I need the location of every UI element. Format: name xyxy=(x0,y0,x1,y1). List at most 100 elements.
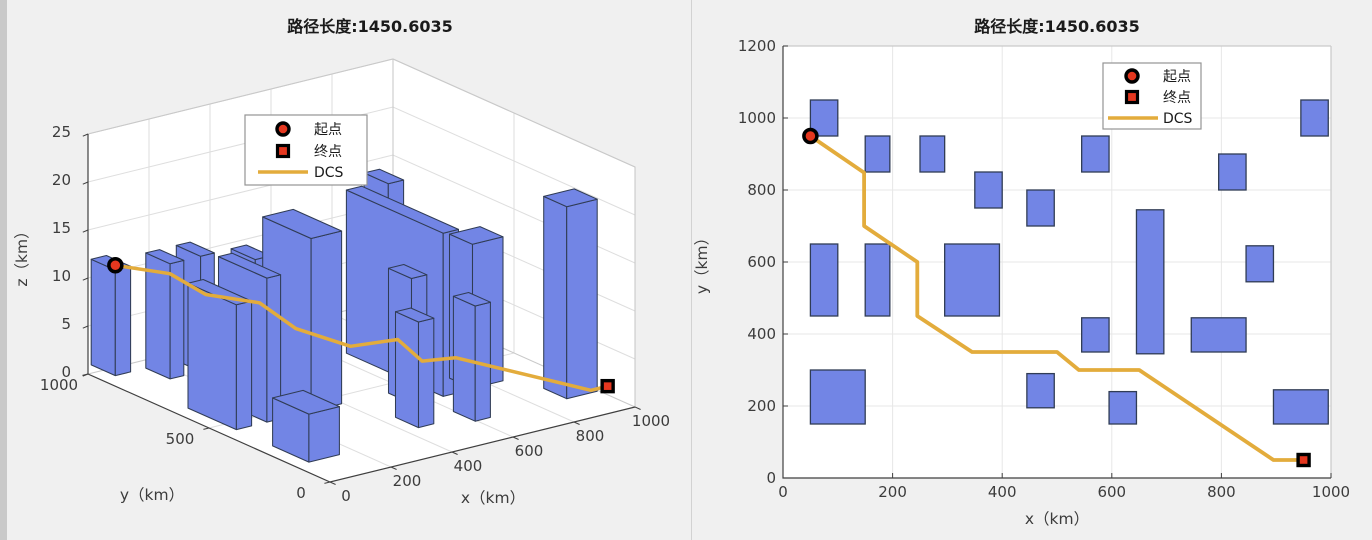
tick-label: 25 xyxy=(52,123,71,141)
obstacle-rect xyxy=(864,135,891,173)
tick-label: 500 xyxy=(166,430,195,448)
ticks-3d xyxy=(82,133,641,485)
legend-item-1: 终点 xyxy=(1124,89,1191,106)
tick-mark xyxy=(390,466,397,470)
building-left-face xyxy=(90,258,116,377)
tick-mark xyxy=(512,436,519,440)
tick-label: 15 xyxy=(52,219,71,237)
legend-label: 起点 xyxy=(314,122,342,138)
obstacle-rect xyxy=(974,171,1003,209)
start-legend-icon xyxy=(1124,68,1140,84)
obstacle-rect xyxy=(1135,209,1165,355)
obstacle-rect xyxy=(1190,317,1247,353)
ticks-2d xyxy=(782,45,1332,479)
figure-window-2d: 路径长度:1450.6035 0 200 400 600 800 1000 0 200 400 6… xyxy=(691,0,1372,540)
legend-label: 起点 xyxy=(1163,69,1191,85)
tick-label: 1000 xyxy=(1312,483,1350,501)
tick-label: 200 xyxy=(393,472,422,490)
z-axis-label: z（km） xyxy=(13,223,31,286)
obstacle-rect xyxy=(809,243,839,317)
tick-label: 200 xyxy=(747,397,776,415)
tick-label: 400 xyxy=(988,483,1017,501)
tick-label: 400 xyxy=(747,325,776,343)
dcs-path-line-2d xyxy=(809,134,1304,462)
building-left-face xyxy=(187,282,237,431)
building-left-face xyxy=(543,195,568,400)
tick-label: 0 xyxy=(61,363,71,381)
tick-label: 600 xyxy=(1097,483,1126,501)
building-3d xyxy=(187,278,253,431)
tick-mark xyxy=(82,325,89,329)
building-3d xyxy=(90,254,132,377)
building-3d xyxy=(452,291,491,422)
building-front-face xyxy=(308,406,340,463)
tick-label: 200 xyxy=(878,483,907,501)
tick-mark xyxy=(634,406,641,410)
building-top-face xyxy=(272,389,340,415)
obstacle-rect xyxy=(864,243,891,317)
obstacle-rect xyxy=(1272,389,1329,425)
building-3d xyxy=(543,188,598,400)
tick-mark xyxy=(451,451,458,455)
obstacles-2d xyxy=(809,99,1329,425)
tick-mark xyxy=(82,229,89,233)
legend-item-0: 起点 xyxy=(275,121,342,138)
end-legend-icon xyxy=(275,143,291,159)
tick-label: 800 xyxy=(576,427,605,445)
building-front-face xyxy=(417,317,435,429)
obstacle-rect xyxy=(1026,189,1055,227)
obstacle-rect xyxy=(1081,135,1110,173)
tick-mark xyxy=(203,427,210,430)
tick-label: 1000 xyxy=(738,109,776,127)
x-axis-label: x（km） xyxy=(461,489,525,507)
tick-mark xyxy=(82,373,89,377)
wall-top-edges xyxy=(87,58,636,407)
building-top-face xyxy=(175,241,215,257)
tick-label: 1200 xyxy=(738,37,776,55)
building-front-face xyxy=(566,198,598,400)
window-edge-strip xyxy=(0,0,7,540)
legend-label: 终点 xyxy=(314,144,342,160)
dcs-path-line-3d xyxy=(115,263,609,393)
tick-label: 0 xyxy=(766,469,776,487)
axes-3d: 02004006008001000050010000510152025x（km）… xyxy=(13,58,670,507)
tick-mark xyxy=(82,133,89,137)
tick-label: 400 xyxy=(454,457,483,475)
obstacle-rect xyxy=(1300,99,1329,137)
plot-title-2d: 路径长度:1450.6035 xyxy=(974,17,1140,36)
obstacle-rect xyxy=(1245,245,1275,283)
building-top-face xyxy=(394,307,435,323)
building-top-face xyxy=(448,226,504,245)
legend-label: DCS xyxy=(1163,111,1193,127)
tick-label: 600 xyxy=(747,253,776,271)
tick-label: 0 xyxy=(778,483,788,501)
y-axis-label: y（km） xyxy=(120,486,184,504)
y-axis-label: y（km） xyxy=(693,230,711,294)
start-point-marker-2d xyxy=(802,127,819,145)
tick-mark xyxy=(573,421,580,425)
building-top-face xyxy=(452,291,491,307)
tick-label: 800 xyxy=(1207,483,1236,501)
building-3d xyxy=(145,249,185,380)
legend-item-1: 终点 xyxy=(275,143,342,160)
building-3d xyxy=(394,307,435,429)
building-top-face xyxy=(387,263,428,280)
building-front-face xyxy=(235,300,253,431)
legend-item-2: DCS xyxy=(258,165,344,181)
obstacle-rect xyxy=(944,243,1001,317)
end-point-marker-2d xyxy=(1296,452,1311,468)
end-point-marker-3d xyxy=(600,378,615,394)
tick-label: 0 xyxy=(296,484,306,502)
tick-label: 20 xyxy=(52,171,71,189)
figure-window-3d: 路径长度:1450.6035 0 200 400 600 800 1000 0 500 1000… xyxy=(13,17,671,507)
obstacle-rect xyxy=(1081,317,1110,353)
obstacle-rect xyxy=(1108,390,1138,425)
tick-mark xyxy=(82,181,89,185)
building-left-face xyxy=(394,311,420,429)
building-top-face xyxy=(217,252,282,279)
tick-label: 800 xyxy=(747,181,776,199)
end-legend-icon xyxy=(1124,89,1140,105)
building-top-face xyxy=(262,208,343,240)
